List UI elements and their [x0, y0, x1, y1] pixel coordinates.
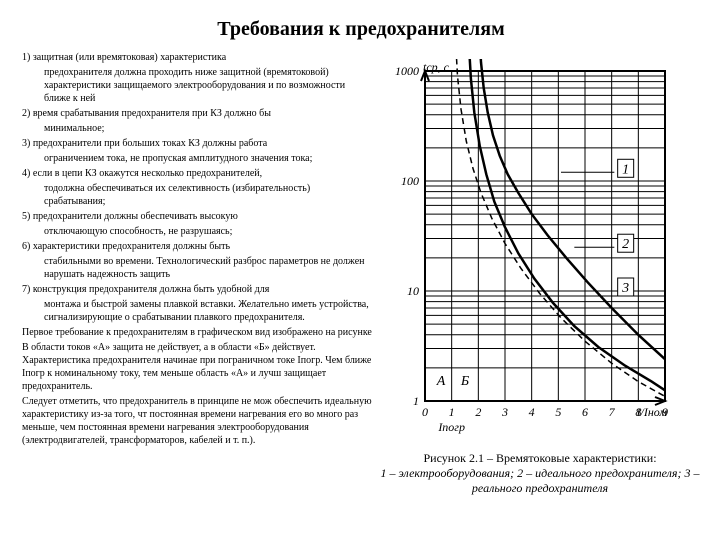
req-7-line1: 7) конструкция предохранителя должна быт…	[22, 283, 372, 296]
req-5-line2: отключающую способность, не разрушаясь;	[22, 225, 372, 238]
svg-text:1000: 1000	[395, 64, 419, 78]
content-columns: 1) защитная (или времятоковая) характери…	[22, 51, 700, 496]
figure-column: 0123456789I/IномIпогр1101001000tср, сАБ1…	[372, 51, 700, 496]
req-2-line1: 2) время срабатывания предохранителя при…	[22, 107, 372, 120]
svg-text:7: 7	[609, 405, 616, 419]
svg-text:1: 1	[413, 394, 419, 408]
caption-line-2: 1 – электрооборудования; 2 – идеального …	[380, 466, 700, 496]
svg-text:1: 1	[622, 162, 629, 177]
req-1-line1: 1) защитная (или времятоковая) характери…	[22, 51, 372, 64]
svg-text:2: 2	[475, 405, 481, 419]
requirements-text: 1) защитная (или времятоковая) характери…	[22, 51, 372, 449]
svg-text:tср, с: tср, с	[423, 60, 450, 74]
svg-text:3: 3	[501, 405, 508, 419]
req-1-line2: предохранителя должна проходить ниже защ…	[22, 66, 372, 105]
svg-text:Iпогр: Iпогр	[437, 420, 465, 434]
para-first-req: Первое требование к предохранителям в гр…	[22, 326, 372, 339]
req-7-line2: монтажа и быстрой замены плавкой вставки…	[22, 298, 372, 324]
para-note: Следует отметить, что предохранитель в п…	[22, 395, 372, 447]
svg-text:3: 3	[621, 281, 629, 296]
svg-text:5: 5	[555, 405, 561, 419]
figure-caption: Рисунок 2.1 – Времятоковые характеристик…	[380, 451, 700, 496]
svg-text:I/Iном: I/Iном	[636, 405, 668, 419]
req-3-line2: ограничением тока, не пропуская амплитуд…	[22, 152, 372, 165]
req-3-line1: 3) предохранители при больших токах КЗ д…	[22, 137, 372, 150]
svg-text:1: 1	[449, 405, 455, 419]
req-4-line2: тодолжна обеспечиваться их селективность…	[22, 182, 372, 208]
req-5-line1: 5) предохранители должны обеспечивать вы…	[22, 210, 372, 223]
svg-text:0: 0	[422, 405, 428, 419]
req-6-line1: 6) характеристики предохранителя должны …	[22, 240, 372, 253]
svg-text:А: А	[436, 374, 446, 389]
chart-svg: 0123456789I/IномIпогр1101001000tср, сАБ1…	[380, 59, 685, 439]
req-6-line2: стабильными во времени. Технологический …	[22, 255, 372, 281]
page-title: Требования к предохранителям	[22, 18, 700, 41]
para-regions: В области токов «А» защита не действует,…	[22, 341, 372, 393]
svg-text:4: 4	[529, 405, 535, 419]
time-current-chart: 0123456789I/IномIпогр1101001000tср, сАБ1…	[380, 59, 685, 439]
svg-text:6: 6	[582, 405, 588, 419]
svg-text:2: 2	[622, 237, 629, 252]
svg-text:Б: Б	[460, 374, 469, 389]
req-4-line1: 4) если в цепи КЗ окажутся несколько пре…	[22, 167, 372, 180]
caption-line-1: Рисунок 2.1 – Времятоковые характеристик…	[380, 451, 700, 466]
req-2-line2: минимальное;	[22, 122, 372, 135]
svg-text:10: 10	[407, 284, 419, 298]
svg-text:100: 100	[401, 174, 419, 188]
